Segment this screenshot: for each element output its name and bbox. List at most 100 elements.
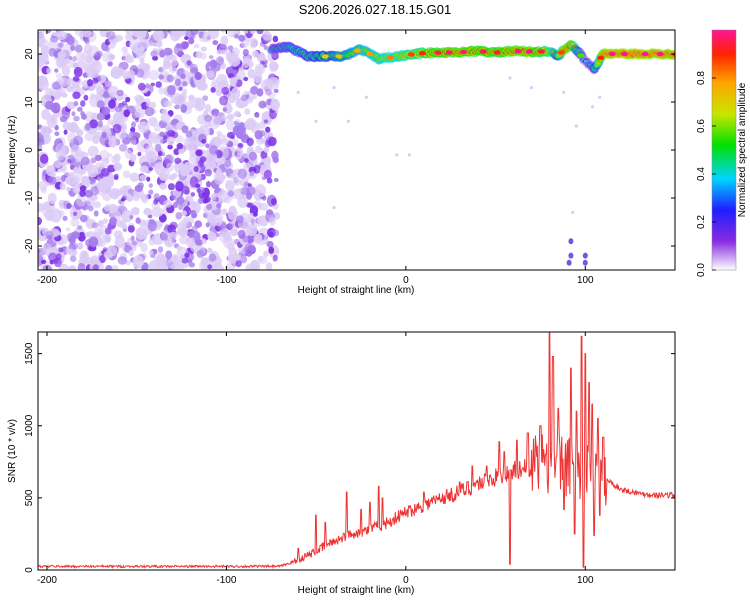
noise-blob — [136, 217, 141, 224]
ridge-peak — [515, 49, 522, 53]
noise-blob — [269, 217, 276, 226]
noise-blob — [228, 208, 238, 221]
noise-blob — [159, 132, 164, 137]
noise-blob — [122, 224, 127, 230]
noise-blob — [244, 243, 254, 255]
noise-blob — [253, 165, 261, 174]
noise-blob — [121, 189, 127, 195]
noise-blob — [137, 46, 144, 52]
noise-blob — [41, 260, 46, 264]
noise-blob — [66, 187, 71, 191]
noise-blob — [236, 260, 242, 267]
noise-blob — [54, 132, 59, 137]
noise-blob — [173, 202, 178, 208]
noise-blob — [46, 128, 53, 134]
noise-blob — [192, 225, 198, 232]
noise-blob — [89, 237, 99, 248]
noise-blob — [207, 70, 215, 78]
noise-blob — [230, 229, 238, 236]
noise-blob — [45, 101, 54, 110]
noise-blob — [107, 246, 117, 256]
noise-dot — [568, 253, 573, 259]
noise-blob — [131, 121, 136, 127]
noise-blob — [268, 137, 277, 147]
ridge-peak — [387, 55, 394, 59]
noise-blob — [116, 219, 122, 227]
ridge-peak — [460, 50, 467, 54]
noise-blob — [39, 181, 48, 190]
noise-dot — [315, 120, 318, 123]
noise-blob — [206, 181, 211, 187]
noise-blob — [72, 180, 79, 188]
noise-blob — [109, 204, 117, 214]
noise-dot — [275, 110, 278, 113]
noise-blob — [267, 241, 274, 248]
noise-blob — [46, 68, 52, 74]
noise-blob — [162, 233, 169, 241]
noise-blob — [217, 190, 229, 202]
colorbar-label: Normalized spectral amplitude — [737, 82, 748, 217]
noise-blob — [184, 253, 189, 259]
noise-blob — [189, 210, 193, 214]
noise-blob — [263, 251, 269, 257]
noise-blob — [149, 250, 154, 255]
noise-blob — [125, 55, 134, 63]
noise-blob — [67, 159, 71, 163]
noise-blob — [269, 232, 273, 237]
noise-blob — [231, 88, 241, 100]
noise-dot — [508, 76, 511, 79]
noise-blob — [187, 60, 192, 66]
noise-blob — [265, 89, 272, 96]
noise-blob — [62, 93, 68, 98]
noise-dot — [583, 253, 588, 259]
noise-blob — [198, 82, 208, 91]
noise-blob — [216, 203, 221, 208]
noise-blob — [260, 138, 266, 143]
ridge-peak — [538, 49, 545, 53]
colorbar-gradient — [712, 30, 736, 270]
noise-blob — [213, 117, 222, 126]
noise-blob — [72, 92, 80, 100]
noise-blob — [274, 178, 279, 182]
noise-blob — [238, 143, 243, 148]
noise-blob — [188, 38, 194, 45]
noise-blob — [258, 101, 266, 109]
noise-blob — [183, 186, 190, 194]
noise-blob — [87, 165, 98, 178]
noise-blob — [106, 31, 116, 40]
noise-blob — [238, 169, 247, 179]
noise-blob — [123, 171, 131, 179]
noise-blob — [156, 257, 166, 269]
noise-blob — [255, 218, 262, 227]
noise-blob — [171, 195, 177, 200]
noise-blob — [123, 110, 130, 118]
noise-blob — [243, 62, 248, 69]
noise-blob — [168, 183, 175, 190]
noise-blob — [70, 255, 77, 262]
noise-blob — [209, 161, 217, 170]
noise-blob — [234, 254, 241, 261]
ridge-peak — [480, 49, 487, 53]
noise-blob — [107, 153, 112, 158]
noise-blob — [210, 87, 215, 93]
noise-blob — [143, 208, 152, 216]
noise-dot — [562, 91, 565, 94]
noise-blob — [77, 225, 82, 230]
noise-blob — [162, 109, 167, 115]
noise-blob — [153, 29, 164, 41]
noise-blob — [166, 163, 174, 172]
noise-blob — [175, 181, 184, 192]
noise-blob — [211, 193, 217, 201]
noise-blob — [180, 104, 187, 113]
y-tick-label: -20 — [24, 238, 35, 253]
noise-blob — [104, 108, 111, 115]
noise-blob — [177, 246, 182, 251]
figure-title: S206.2026.027.18.15.G01 — [299, 2, 452, 17]
noise-blob — [175, 79, 181, 87]
noise-blob — [271, 151, 278, 160]
noise-blob — [61, 44, 72, 58]
ridge-peak — [657, 52, 664, 56]
noise-blob — [195, 72, 202, 80]
noise-blob — [265, 78, 273, 87]
